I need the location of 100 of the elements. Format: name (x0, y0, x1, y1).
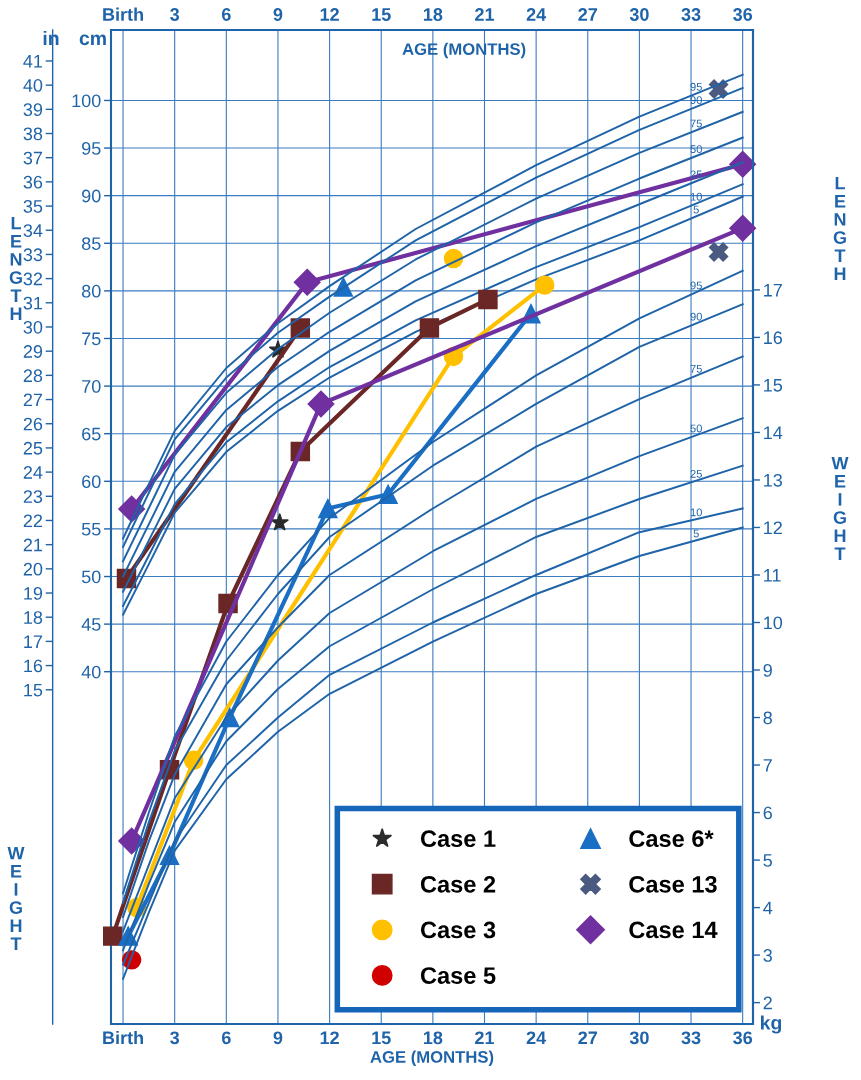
y-tick-label: 90 (82, 189, 101, 203)
y3-tick-label: 16 (24, 659, 43, 673)
y2-tick-label: 3 (763, 949, 772, 962)
y-tick-label: 45 (81, 618, 101, 631)
x2-tick-label: 9 (273, 8, 283, 21)
series-label: 5 (693, 205, 699, 214)
y-tick-label: 95 (82, 142, 101, 155)
legend-label: Case 5 (420, 967, 496, 984)
series-label: 75 (690, 365, 702, 373)
y3-tick-label: 22 (23, 514, 43, 528)
y2-tick-label: 16 (764, 331, 783, 345)
y3-tick-label: 25 (23, 441, 43, 455)
y3-tick-label: 29 (23, 345, 43, 358)
legend-label: Case 1 (420, 830, 496, 848)
y2-tick-label: 9 (763, 663, 772, 677)
y2-axis-title: kg (761, 1015, 782, 1034)
y2-tick-label: 6 (763, 806, 772, 820)
y3-tick-label: 39 (23, 103, 43, 117)
y3-tick-label: 26 (23, 417, 43, 431)
text: LENGTH (9, 216, 22, 321)
text: LENGTH (833, 176, 846, 281)
x-tick-label: 3 (170, 1031, 180, 1045)
series-label: 25 (690, 469, 702, 478)
x2-tick-label: 18 (423, 8, 443, 21)
legend-label: Case 3 (420, 921, 496, 939)
y2-tick-label: 10 (764, 616, 783, 630)
y-tick-label: 70 (82, 380, 101, 393)
y3-tick-label: 19 (24, 586, 43, 600)
legend-label: Case 2 (420, 875, 496, 893)
y3-tick-label: 40 (23, 79, 43, 92)
series-label: 5 (693, 529, 699, 538)
y3-tick-label: 32 (23, 272, 43, 286)
series-label: 75 (690, 119, 702, 128)
series-label: 10 (690, 508, 702, 517)
x-axis-title: AGE (MONTHS) (370, 1050, 494, 1067)
x2-tick-label: 24 (526, 8, 547, 21)
series-label: 95 (690, 281, 702, 290)
x2-tick-label: 33 (681, 8, 701, 21)
y-tick-label: 40 (81, 665, 101, 679)
y3-tick-label: 24 (23, 466, 43, 479)
x-tick-label: 15 (372, 1031, 391, 1045)
y3-tick-label: 17 (24, 635, 43, 648)
x2-tick-label: 3 (170, 8, 180, 21)
y3-tick-label: 36 (23, 175, 43, 189)
text: WEIGHT (7, 846, 25, 951)
y3-tick-label: 23 (23, 490, 43, 504)
y3-tick-label: 38 (23, 127, 43, 141)
y2-tick-label: 11 (764, 569, 781, 582)
x2-tick-label: 27 (578, 8, 598, 21)
x-tick-label: 6 (221, 1031, 231, 1045)
y-tick-label: 85 (81, 237, 101, 250)
y3-tick-label: 41 (23, 55, 43, 68)
x-tick-label: 27 (578, 1031, 598, 1045)
y3-tick-label: 21 (23, 538, 43, 552)
y3-tick-label: 30 (23, 320, 43, 334)
x2-tick-label: Birth (103, 7, 143, 21)
y3-tick-label: 33 (23, 248, 43, 262)
y-axis-title: cm (79, 34, 106, 46)
y-tick-label: 75 (82, 332, 101, 346)
series-label: 90 (690, 312, 702, 321)
legend-label: Case 14 (629, 921, 718, 939)
y3-tick-label: 37 (23, 151, 43, 165)
x-tick-label: 30 (629, 1031, 649, 1045)
y-tick-label: 100 (72, 94, 101, 108)
x-tick-label: 33 (681, 1031, 701, 1045)
y3-tick-label: 28 (23, 369, 43, 383)
y2-tick-label: 15 (764, 379, 783, 392)
x2-tick-label: 15 (372, 8, 391, 21)
x2-tick-label: 6 (221, 8, 231, 21)
y3-tick-label: 18 (24, 611, 43, 624)
x-tick-label: 18 (423, 1031, 443, 1045)
y-tick-label: 60 (82, 475, 101, 489)
series-label: 50 (690, 424, 702, 433)
x-tick-label: 36 (733, 1031, 753, 1045)
y2-tick-label: 8 (763, 711, 772, 725)
x2-tick-label: 36 (733, 8, 753, 21)
y2-tick-label: 2 (763, 996, 772, 1010)
x-tick-label: 9 (273, 1031, 283, 1045)
y-tick-label: 50 (81, 570, 101, 584)
text: WEIGHT (831, 456, 849, 561)
x2-tick-label: 12 (320, 8, 339, 21)
x-tick-label: 12 (320, 1031, 339, 1045)
y2-tick-label: 17 (764, 284, 782, 297)
legend-label: Case 6* (629, 830, 714, 848)
y2-tick-label: 13 (764, 473, 783, 487)
y2-tick-label: 14 (764, 426, 783, 439)
x2-tick-label: 21 (475, 8, 495, 21)
y-tick-label: 65 (82, 427, 101, 441)
series-label: 50 (690, 145, 702, 154)
legend-label: Case 13 (629, 875, 717, 893)
series-label: 95 (690, 82, 702, 91)
series-label: 25 (690, 170, 702, 179)
y3-tick-label: 20 (23, 562, 43, 576)
y2-tick-label: 5 (763, 854, 773, 867)
x-tick-label: 24 (526, 1031, 547, 1045)
y3-tick-label: 34 (23, 224, 43, 237)
y2-tick-label: 4 (763, 901, 773, 915)
y3-tick-label: 27 (23, 393, 43, 407)
y3-tick-label: 31 (23, 296, 43, 310)
x-tick-label: 21 (475, 1031, 495, 1045)
